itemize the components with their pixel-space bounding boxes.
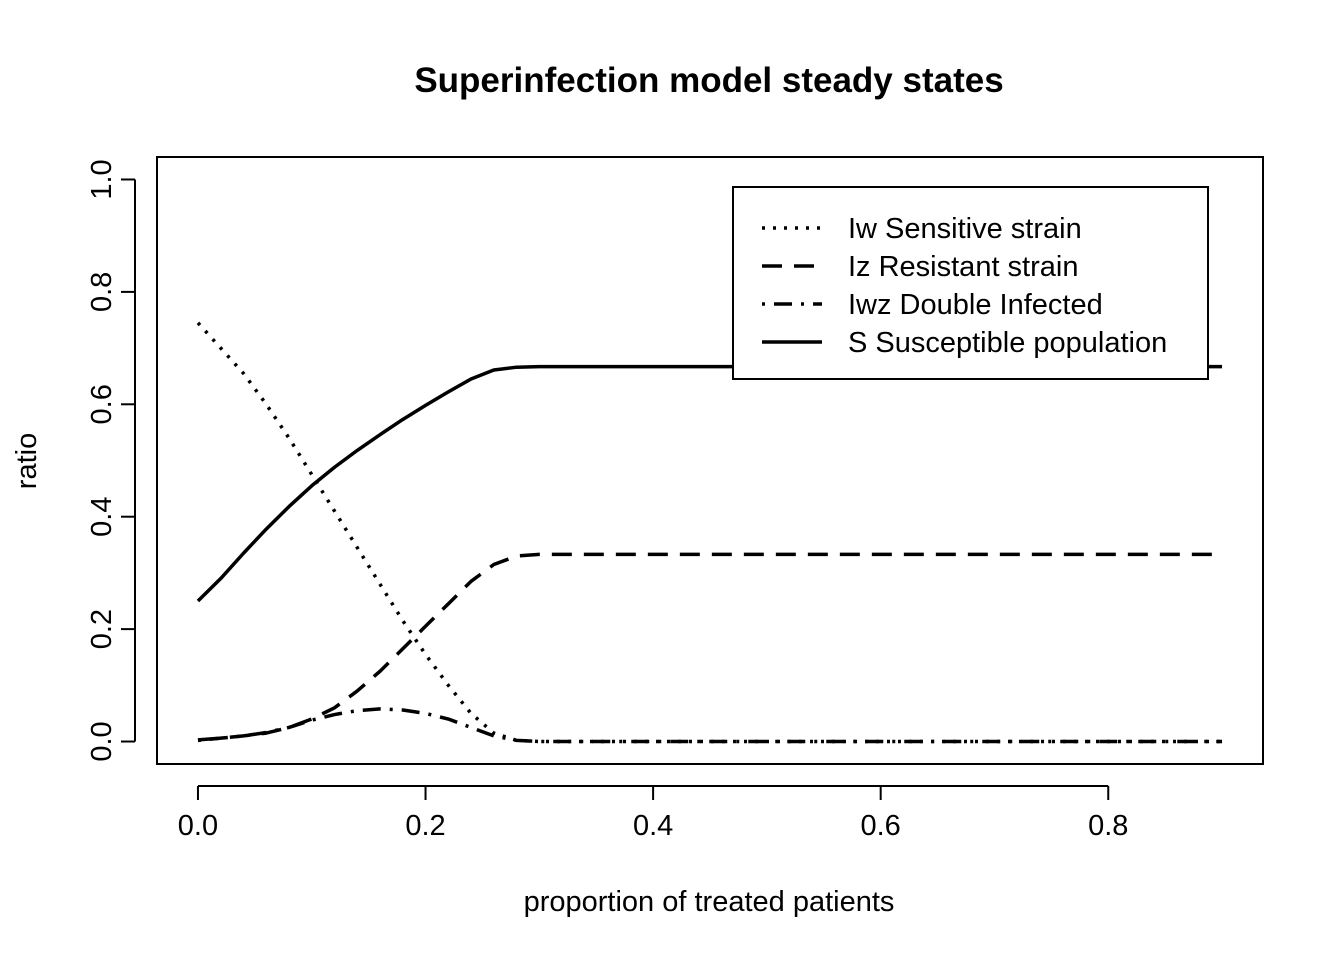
legend: Iw Sensitive strain Iz Resistant strain Iw… [732, 186, 1209, 380]
y-tick-label: 0.6 [86, 384, 118, 424]
y-tick-label: 0.0 [86, 721, 118, 761]
series-line-3 [197, 707, 1223, 744]
x-tick-label: 0.8 [1088, 810, 1128, 842]
series-layer [196, 321, 1223, 744]
y-axis-label: ratio [11, 433, 43, 489]
series-line-4 [196, 364, 1223, 603]
y-axis: 0.0 0.2 0.4 0.6 0.8 1.0 [86, 159, 136, 762]
x-tick-label: 0.4 [633, 810, 673, 842]
chart-title: Superinfection model steady states [414, 61, 1003, 100]
y-tick-label: 0.8 [86, 272, 118, 312]
x-tick-label: 0.6 [861, 810, 901, 842]
legend-label-4: S Susceptible population [848, 327, 1167, 359]
x-axis: 0.0 0.2 0.4 0.6 0.8 [178, 785, 1128, 842]
legend-box [732, 186, 1209, 380]
legend-label-1: Iw Sensitive strain [848, 213, 1082, 245]
x-tick-label: 0.2 [405, 810, 445, 842]
x-axis-label: proportion of treated patients [524, 886, 895, 918]
legend-label-3: Iwz Double Infected [848, 289, 1103, 321]
plot-frame [156, 156, 1264, 765]
legend-label-2: Iz Resistant strain [848, 251, 1078, 283]
y-tick-label: 0.2 [86, 609, 118, 649]
y-tick-label: 1.0 [86, 159, 118, 199]
series-line-1 [196, 321, 1223, 744]
y-tick-label: 0.4 [86, 497, 118, 537]
x-tick-label: 0.0 [178, 810, 218, 842]
